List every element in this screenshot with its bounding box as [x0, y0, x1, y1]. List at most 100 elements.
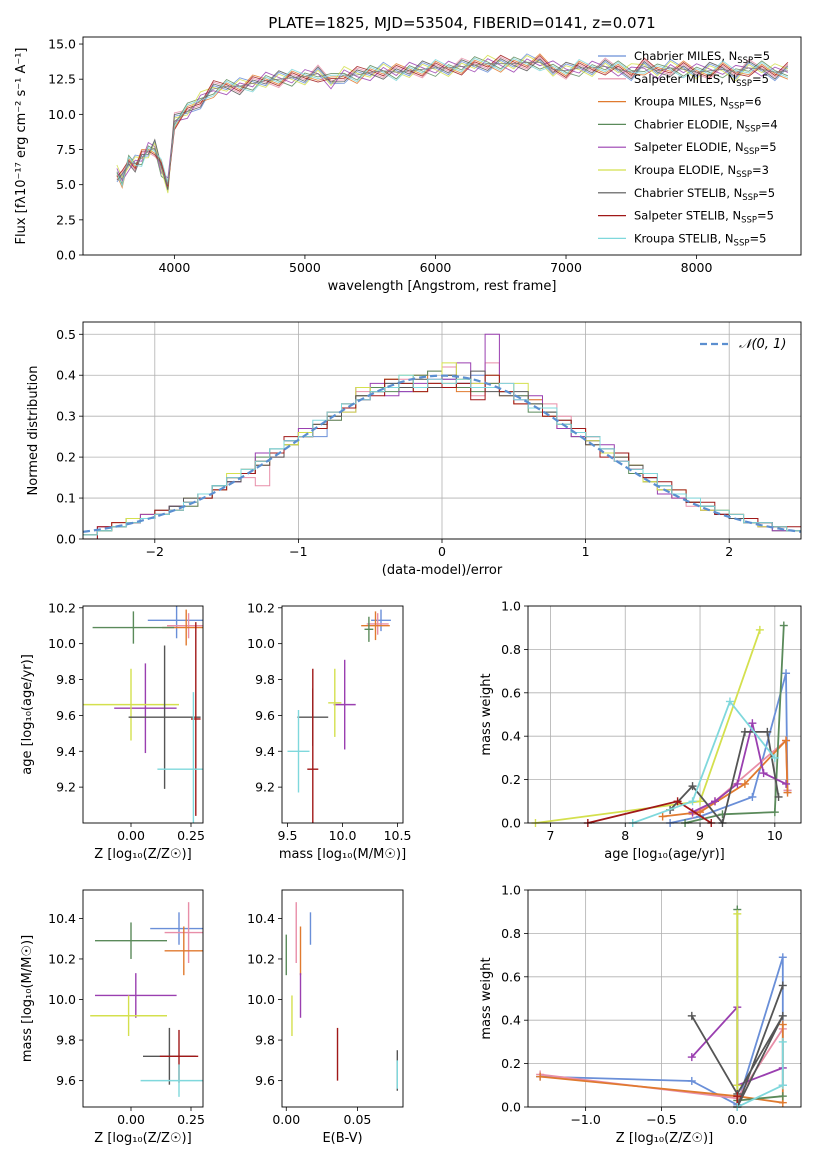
axes: 9.5 10.0 10.5 9.2 9.4 9.6 9.8 10.0 10.2	[247, 600, 411, 843]
x-tick-label: −1.0	[570, 1112, 600, 1127]
axes: 0.00 0.05 9.6 9.8 10.0 10.2 10.4	[247, 911, 371, 1127]
spectrum-line-1	[116, 56, 789, 189]
weight-marker	[782, 779, 791, 788]
y-tick-label: 1.0	[501, 599, 521, 614]
y-tick-label: 0.2	[56, 450, 76, 465]
spectrum-line-7	[116, 54, 789, 187]
mass_vs_Z-chart: 0.00 0.25 9.6 9.8 10.0 10.2 10.4 Z [log₁₀(Z/Z☉)…	[20, 889, 205, 1146]
y-tick-label: 9.4	[56, 744, 76, 759]
y-tick-label: 0.6	[501, 685, 521, 700]
x-axis-label: Z [log₁₀(Z/Z☉)]	[616, 1131, 713, 1146]
y-axis-label: mass weight	[479, 673, 494, 755]
y-tick-label: 0.0	[56, 532, 76, 547]
x-tick-label: 2	[725, 544, 733, 559]
y-tick-label: 9.8	[56, 672, 76, 687]
y-axis-label: mass [log₁₀(M/M☉)]	[20, 935, 35, 1062]
axes-frame	[527, 889, 802, 1108]
spectrum-data-line	[116, 61, 788, 185]
spectrum-line-4	[116, 58, 789, 182]
weight-marker	[782, 736, 791, 745]
y-tick-label: 0.1	[56, 491, 76, 506]
errorbar-point-5	[90, 995, 167, 1037]
spectrum-chart: 4000 5000 6000 7000 8000 0.0 2.5 5.0 7.5 10.0 12.5…	[14, 14, 802, 294]
weight-marker	[673, 797, 682, 806]
y-tick-label: 5.0	[56, 177, 76, 192]
y-tick-label: 10.0	[48, 107, 76, 122]
weight-marker	[778, 1037, 787, 1046]
weight-marker	[733, 779, 742, 788]
x-axis-label: age [log₁₀(age/yr)]	[604, 847, 725, 862]
weight-marker	[733, 909, 742, 918]
y-tick-label: 9.2	[56, 780, 76, 795]
weight-marker	[779, 621, 788, 630]
y-axis-label: age [log₁₀(age/yr)]	[20, 654, 35, 775]
x-tick-label: 0	[438, 544, 446, 559]
y-tick-label: 0.6	[501, 969, 521, 984]
x-tick-label: 10.5	[384, 828, 412, 843]
errorbar-point-8	[140, 1064, 203, 1097]
errorbar-point-0	[150, 912, 203, 945]
weight-marker	[733, 1081, 742, 1090]
spectrum-legend: Chabrier MILES, NSSP=5 Salpeter MILES, NS…	[598, 49, 778, 248]
weight-marker	[687, 1011, 696, 1020]
weight-marker	[778, 1020, 787, 1029]
errorbar-point-3	[364, 616, 374, 642]
y-tick-label: 0.0	[501, 1100, 521, 1115]
weight-marker	[688, 782, 697, 791]
y-tick-label: 0.5	[56, 327, 76, 342]
y-axis-label: mass weight	[479, 957, 494, 1039]
weight-marker	[778, 1011, 787, 1020]
errorbar-point-1	[167, 613, 203, 639]
spectrum-line-0	[116, 53, 789, 192]
y-tick-label: 9.6	[255, 1073, 275, 1088]
weight-line-5	[535, 629, 761, 823]
axes: 0.00 0.25 9.6 9.8 10.0 10.2 10.4	[48, 911, 205, 1127]
y-tick-label: 0.0	[501, 816, 521, 831]
axes: 7 8 9 10 0.0 0.2 0.4 0.6 0.8 1.0	[501, 599, 801, 843]
y-tick-label: 7.5	[56, 142, 76, 157]
errorbar-point-4	[95, 973, 177, 1018]
y-tick-label: 12.5	[48, 72, 76, 87]
y-tick-label: 9.8	[255, 672, 275, 687]
errorbar-point-7	[191, 622, 201, 816]
weight-line-4	[692, 722, 787, 813]
weight-marker	[778, 953, 787, 962]
legend-label-0: Chabrier MILES, NSSP=5	[634, 49, 770, 66]
weight-marker	[733, 1092, 742, 1101]
errorbar-point-5	[328, 668, 342, 737]
y-tick-label: 2.5	[56, 212, 76, 227]
errorbar-point-8	[157, 692, 203, 823]
weight-marker	[778, 1092, 787, 1101]
axes-frame	[82, 605, 204, 824]
weight-marker	[782, 669, 791, 678]
axes-frame	[281, 889, 404, 1108]
x-tick-label: −0.5	[646, 1112, 676, 1127]
weight-marker	[755, 625, 764, 634]
weight-marker	[763, 727, 772, 736]
weight_vs_age-chart: 7 8 9 10 0.0 0.2 0.4 0.6 0.8 1.0 age [log₁₀(age/yr…	[479, 599, 802, 862]
x-tick-label: 6000	[420, 260, 452, 275]
y-tick-label: 0.0	[56, 248, 76, 263]
x-tick-label: 5000	[289, 260, 321, 275]
gaussian-curve	[83, 374, 801, 533]
errorbar-point-4	[114, 663, 177, 754]
weight-marker	[748, 719, 757, 728]
y-tick-label: 10.0	[48, 992, 76, 1007]
errorbar-point-8	[287, 710, 310, 793]
weight-marker	[748, 792, 757, 801]
legend-label-4: Salpeter ELODIE, NSSP=5	[634, 140, 777, 157]
y-tick-label: 10.4	[247, 911, 275, 926]
y-tick-label: 10.2	[247, 600, 275, 615]
age_vs_Z-chart: 0.00 0.25 9.2 9.4 9.6 9.8 10.0 10.2 Z [log₁₀(Z/Z…	[20, 600, 205, 862]
weight_vs_Z-chart: −1.0 −0.5 0.0 0.0 0.2 0.4 0.6 0.8 1.0 Z [log₁₀(Z/…	[479, 883, 802, 1146]
weight-marker	[710, 797, 719, 806]
age_vs_mass-chart: 9.5 10.0 10.5 9.2 9.4 9.6 9.8 10.0 10.2 mass [log…	[247, 600, 411, 862]
x-tick-label: 1	[582, 544, 590, 559]
y-axis-label: Flux [fλ10⁻¹⁷ erg cm⁻² s⁻¹ A⁻¹]	[14, 48, 29, 245]
y-axis-label: Normed distribution	[26, 366, 41, 496]
spectrum-line-8	[116, 57, 789, 188]
spectrum-line-5	[116, 54, 789, 194]
errorbar-point-3	[92, 611, 175, 644]
errorbar-point-7	[307, 668, 319, 823]
